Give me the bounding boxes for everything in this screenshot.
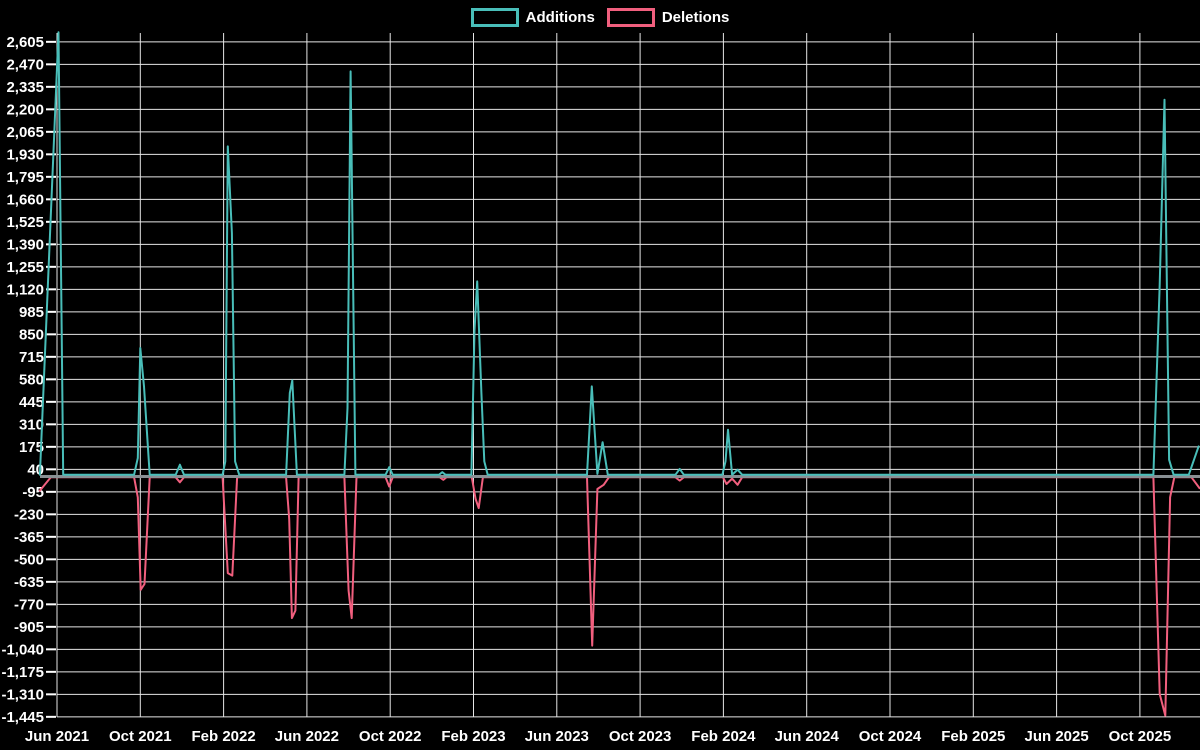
x-tick-label: Jun 2024 [775,728,840,745]
y-tick-label: -635 [14,574,44,591]
y-tick-label: 715 [19,349,44,366]
x-tick-label: Oct 2021 [109,728,172,745]
x-tick-label: Oct 2023 [609,728,672,745]
x-tick-label: Feb 2023 [441,728,505,745]
y-tick-label: -1,310 [1,686,44,703]
legend-label-deletions: Deletions [661,9,730,26]
y-tick-label: 2,470 [6,56,44,73]
y-tick-label: 175 [19,439,44,456]
x-tick-label: Feb 2024 [691,728,756,745]
y-tick-label: 985 [19,304,44,321]
y-tick-label: 580 [19,371,44,388]
y-tick-label: 2,200 [6,101,44,118]
legend-item-deletions[interactable]: Deletions [606,8,730,27]
y-tick-label: -1,445 [1,709,44,726]
y-tick-label: 1,390 [6,236,44,253]
x-tick-label: Jun 2023 [525,728,589,745]
y-tick-label: 850 [19,326,44,343]
y-tick-label: -95 [22,484,44,501]
x-tick-label: Jun 2022 [275,728,339,745]
y-tick-label: -500 [14,551,44,568]
deletions-swatch-icon [606,8,655,27]
y-tick-label: 1,120 [6,281,44,298]
x-tick-label: Jun 2021 [25,728,89,745]
y-tick-label: 2,335 [6,79,44,96]
x-tick-label: Oct 2022 [359,728,422,745]
x-tick-label: Oct 2024 [859,728,922,745]
y-tick-label: 445 [19,394,44,411]
series-line-deletions [38,476,1200,717]
y-tick-label: 310 [19,416,44,433]
legend-item-additions[interactable]: Additions [470,8,595,27]
x-tick-label: Feb 2025 [941,728,1005,745]
y-tick-label: 1,255 [6,259,44,276]
x-tick-label: Feb 2022 [191,728,255,745]
y-tick-label: -905 [14,619,44,636]
legend-label-additions: Additions [525,9,595,26]
y-tick-label: -770 [14,596,44,613]
y-tick-label: 1,525 [6,214,44,231]
x-tick-label: Jun 2025 [1024,728,1088,745]
y-tick-label: -230 [14,506,44,523]
y-tick-label: -1,175 [1,664,44,681]
chart-legend: Additions Deletions [0,8,1200,27]
y-tick-label: -365 [14,529,44,546]
y-tick-label: -1,040 [1,641,44,658]
y-tick-label: 1,795 [6,169,44,186]
additions-swatch-icon [470,8,519,27]
y-tick-label: 2,605 [6,34,44,51]
y-tick-label: 2,065 [6,124,44,141]
series-line-additions [38,31,1200,476]
y-tick-label: 1,930 [6,146,44,163]
y-tick-label: 1,660 [6,191,44,208]
x-tick-label: Oct 2025 [1109,728,1172,745]
